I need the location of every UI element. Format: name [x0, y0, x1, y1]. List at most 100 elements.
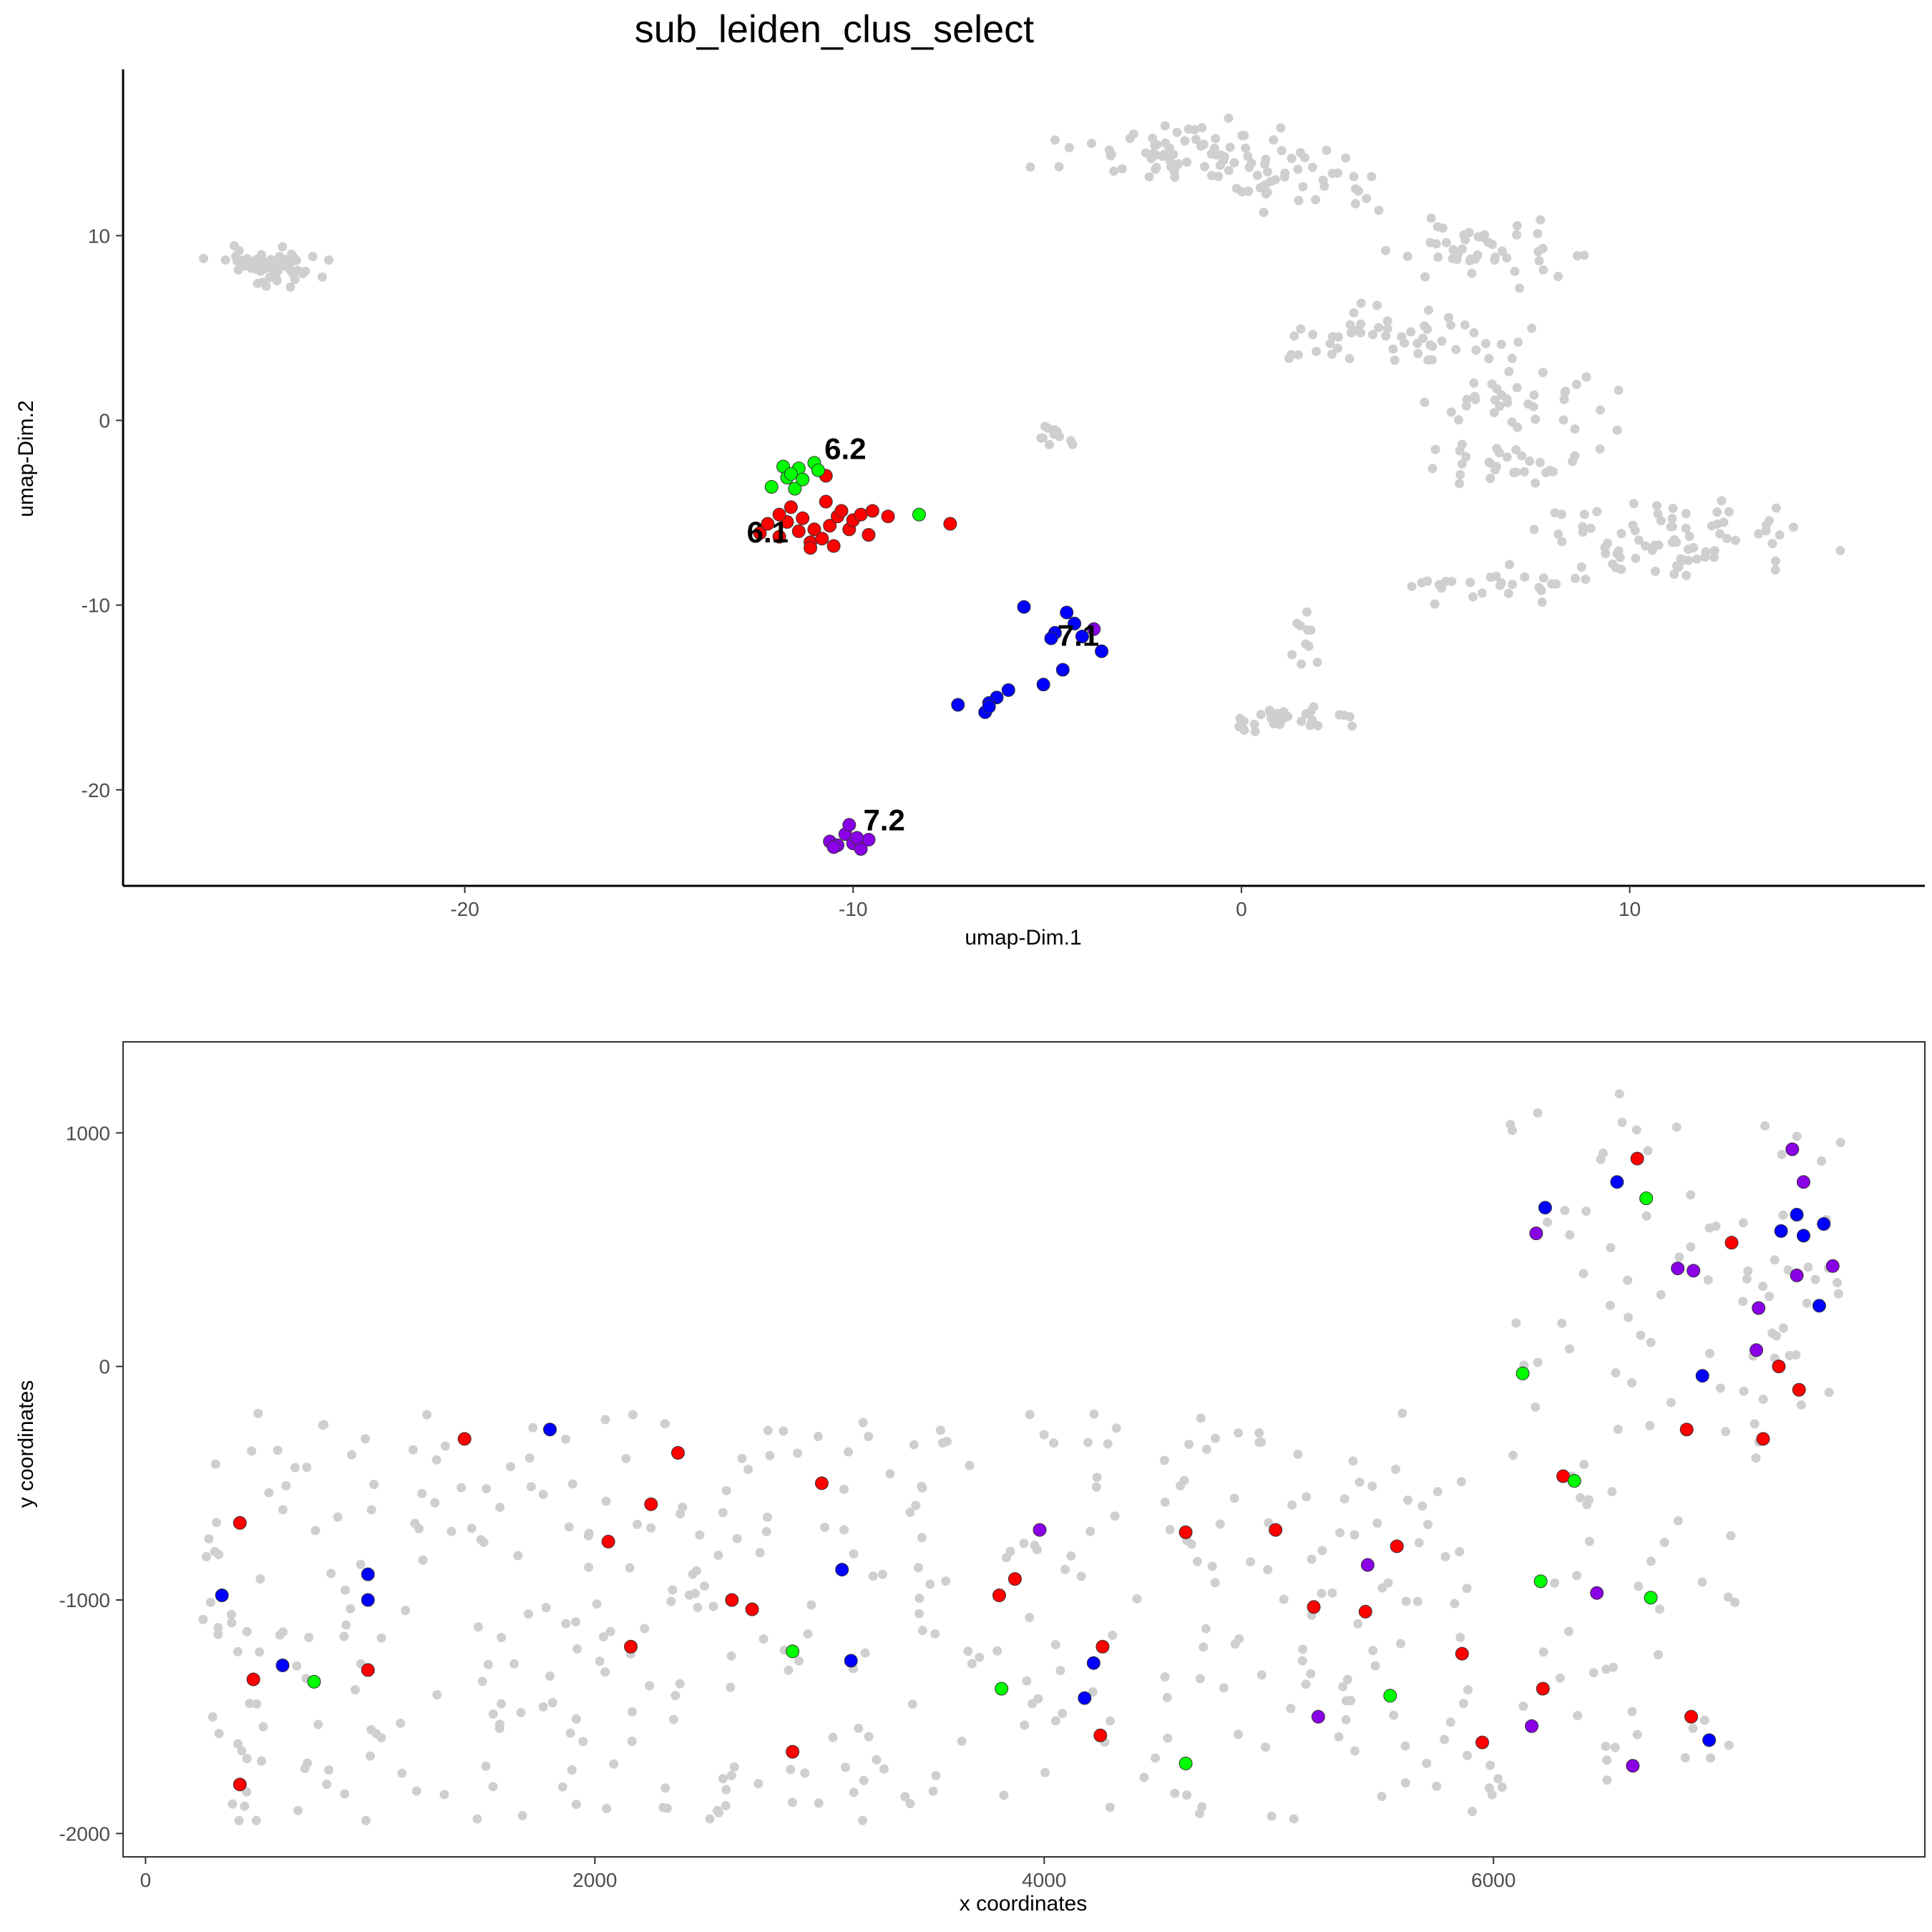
spatial-point-7-1 [361, 1567, 375, 1581]
umap-background-cell [1445, 321, 1455, 331]
spatial-background-cell [1726, 1531, 1736, 1541]
umap-background-cell [1681, 570, 1691, 580]
umap-background-cell [1180, 136, 1190, 146]
spatial-point-6-1 [246, 1672, 260, 1687]
spatial-background-cell [1440, 1552, 1450, 1562]
umap-background-cell [1529, 525, 1539, 535]
spatial-background-cell [1355, 1477, 1365, 1487]
spatial-background-cell [1215, 1519, 1225, 1529]
umap-background-cell [1356, 319, 1366, 329]
spatial-background-cell [440, 1441, 450, 1451]
spatial-point-6-1 [1536, 1682, 1550, 1696]
umap-background-cell [1510, 266, 1520, 276]
umap-background-cell [1197, 122, 1207, 132]
spatial-background-cell [1289, 1814, 1299, 1824]
umap-background-cell [1667, 522, 1677, 532]
umap-background-cell [1438, 223, 1448, 233]
umap-background-cell [1106, 150, 1116, 160]
spatial-background-cell [477, 1677, 487, 1687]
umap-background-cell [1374, 323, 1384, 333]
umap-background-cell [1460, 320, 1470, 330]
umap-background-cell [1570, 573, 1580, 583]
spatial-background-cell [1092, 1473, 1102, 1483]
spatial-background-cell [571, 1714, 581, 1724]
spatial-background-cell [1263, 1565, 1273, 1575]
spatial-background-cell [609, 1759, 619, 1769]
umap-background-cell [1301, 639, 1311, 649]
spatial-background-cell [849, 1549, 859, 1559]
spatial-point-6-1 [1684, 1709, 1698, 1724]
spatial-y-tick-label: 0 [99, 1356, 110, 1378]
umap-background-cell [1332, 343, 1342, 353]
spatial-background-cell [1234, 1634, 1244, 1644]
spatial-background-cell [1764, 1292, 1774, 1302]
spatial-background-cell [600, 1415, 610, 1425]
spatial-background-cell [854, 1723, 864, 1733]
umap-background-cell [1470, 394, 1480, 404]
spatial-point-7-2 [1671, 1262, 1685, 1276]
spatial-background-cell [975, 1652, 985, 1662]
spatial-background-cell [1680, 1752, 1690, 1762]
spatial-background-cell [252, 1699, 262, 1709]
umap-background-cell [1054, 162, 1064, 172]
spatial-background-cell [601, 1496, 611, 1506]
spatial-background-cell [528, 1423, 538, 1433]
spatial-background-cell [762, 1512, 772, 1522]
spatial-background-cell [1646, 1556, 1656, 1566]
umap-background-cell [1724, 507, 1734, 517]
spatial-background-cell [1738, 1218, 1748, 1228]
umap-background-cell [234, 245, 244, 255]
umap-background-cell [1297, 659, 1307, 669]
umap-background-cell [1293, 165, 1303, 175]
umap-point-6-1 [791, 524, 806, 538]
spatial-background-cell [714, 1807, 724, 1818]
spatial-point-6-1 [644, 1497, 658, 1511]
spatial-background-cell [1703, 1275, 1713, 1285]
spatial-background-cell [627, 1737, 637, 1747]
spatial-background-cell [737, 1453, 747, 1463]
spatial-background-cell [1634, 1581, 1644, 1591]
spatial-background-cell [1233, 1729, 1243, 1740]
umap-background-cell [1349, 308, 1359, 318]
spatial-background-cell [1533, 1108, 1543, 1118]
umap-background-cell [1502, 452, 1512, 462]
spatial-background-cell [1743, 1266, 1753, 1276]
spatial-background-cell [1229, 1493, 1239, 1503]
spatial-background-cell [366, 1505, 376, 1515]
spatial-y-tick-label: -1000 [59, 1589, 110, 1611]
spatial-background-cell [431, 1455, 441, 1465]
umap-background-cell [1055, 431, 1065, 441]
umap-background-cell [1537, 597, 1547, 607]
umap-background-cell [1674, 562, 1684, 572]
spatial-background-cell [497, 1632, 507, 1642]
umap-background-cell [323, 255, 333, 265]
spatial-background-cell [1456, 1477, 1466, 1487]
umap-background-cell [1523, 399, 1533, 409]
umap-point-7-1 [1055, 663, 1070, 677]
umap-background-cell [1044, 439, 1054, 449]
spatial-background-cell [1458, 1699, 1468, 1709]
spatial-background-cell [233, 1739, 243, 1749]
umap-background-cell [1402, 251, 1413, 261]
umap-background-cell [1144, 172, 1154, 182]
spatial-background-cell [1058, 1709, 1068, 1719]
umap-background-cell [1631, 553, 1641, 563]
spatial-background-cell [761, 1526, 771, 1536]
umap-background-cell [1347, 721, 1357, 731]
umap-background-cell [1241, 143, 1251, 153]
spatial-point-6-2 [1533, 1574, 1548, 1589]
umap-background-cell [1225, 142, 1235, 152]
spatial-x-axis-label: x coordinates [960, 1892, 1087, 1916]
spatial-point-6-1 [1455, 1646, 1469, 1661]
umap-background-cell [1388, 344, 1398, 354]
spatial-background-cell [1792, 1131, 1802, 1141]
umap-background-cell [1266, 709, 1276, 719]
spatial-background-cell [1025, 1613, 1035, 1623]
umap-background-cell [1428, 464, 1438, 474]
umap-y-tick-label: -20 [82, 779, 110, 801]
umap-background-cell [1327, 332, 1337, 342]
umap-background-cell [1557, 537, 1567, 547]
spatial-background-cell [708, 1601, 718, 1611]
umap-background-cell [1496, 577, 1506, 587]
spatial-background-cell [814, 1798, 824, 1808]
